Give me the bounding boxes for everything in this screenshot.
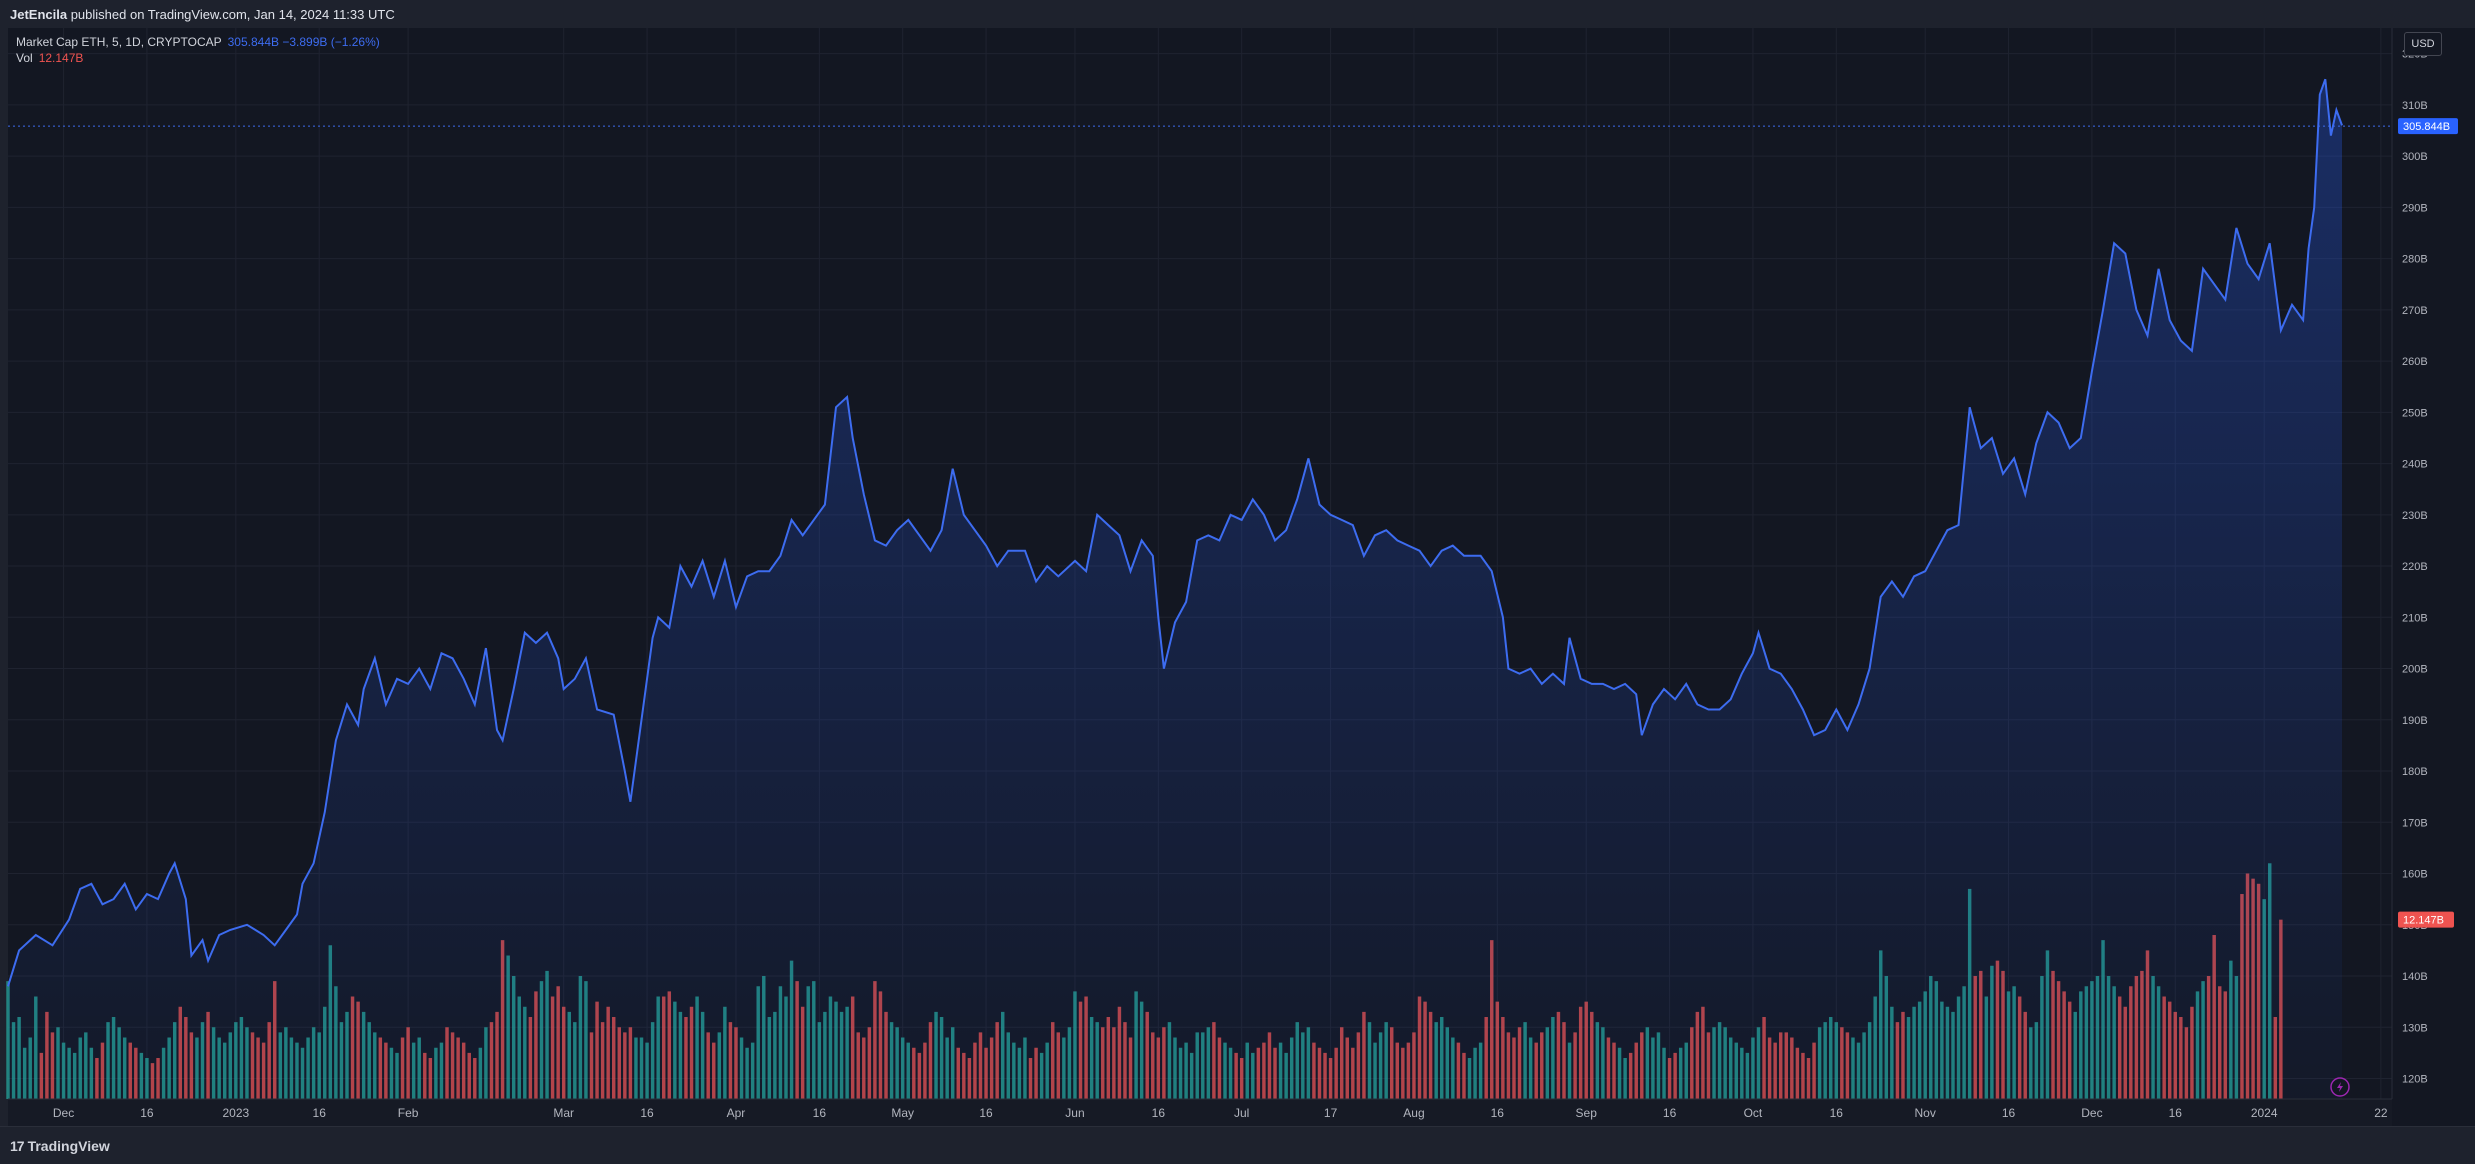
y-tick-label: 270B	[2402, 305, 2428, 317]
footer: 17 TradingView	[0, 1126, 2475, 1164]
y-tick-label: 190B	[2402, 715, 2428, 727]
y-tick-label: 130B	[2402, 1022, 2428, 1034]
y-tick-label: 310B	[2402, 100, 2428, 112]
x-tick-label: Jul	[1234, 1106, 1249, 1120]
legend-volume-row[interactable]: Vol 12.147B	[16, 50, 380, 66]
x-tick-label: 17	[1324, 1106, 1338, 1120]
publish-header: JetEncila published on TradingView.com, …	[0, 0, 2475, 29]
last-volume-tag	[2398, 911, 2454, 928]
y-tick-label: 170B	[2402, 817, 2428, 829]
lightning-icon[interactable]	[2330, 1077, 2350, 1097]
legend-symbol: Market Cap ETH, 5, 1D, CRYPTOCAP	[16, 35, 222, 49]
x-tick-label: Dec	[53, 1106, 74, 1120]
x-tick-label: 16	[1830, 1106, 1844, 1120]
x-tick-label: 16	[313, 1106, 327, 1120]
currency-button[interactable]: USD	[2404, 32, 2442, 56]
x-tick-label: Apr	[727, 1106, 746, 1120]
left-edge	[0, 28, 8, 1126]
price-axis-background	[2392, 28, 2475, 1126]
author-name[interactable]: JetEncila	[10, 7, 68, 22]
y-tick-label: 280B	[2402, 254, 2428, 266]
y-tick-label: 210B	[2402, 612, 2428, 624]
legend-volume-value: 12.147B	[38, 51, 84, 65]
x-tick-label: Nov	[1915, 1106, 1936, 1120]
y-tick-label: 140B	[2402, 971, 2428, 983]
legend-values: 305.844B −3.899B (−1.26%)	[227, 35, 380, 49]
x-tick-label: 16	[1491, 1106, 1505, 1120]
y-tick-label: 260B	[2402, 356, 2428, 368]
y-tick-label: 290B	[2402, 202, 2428, 214]
y-tick-label: 200B	[2402, 664, 2428, 676]
price-chart[interactable]: 120B130B140B150B160B170B180B190B200B210B…	[0, 28, 2475, 1126]
y-tick-label: 220B	[2402, 561, 2428, 573]
x-tick-label: 16	[640, 1106, 654, 1120]
x-tick-label: 16	[140, 1106, 154, 1120]
publish-info: JetEncila published on TradingView.com, …	[10, 7, 395, 22]
y-tick-label: 160B	[2402, 869, 2428, 881]
x-tick-label: Mar	[553, 1106, 574, 1120]
publish-text: published on TradingView.com, Jan 14, 20…	[67, 7, 395, 22]
last-price-tag	[2398, 118, 2458, 135]
price-axis[interactable]: 120B130B140B150B160B170B180B190B200B210B…	[2402, 49, 2428, 1086]
brand-name: TradingView	[27, 1138, 110, 1154]
x-tick-label: 16	[2002, 1106, 2016, 1120]
x-tick-label: Oct	[1744, 1106, 1763, 1120]
legend-main-row[interactable]: Market Cap ETH, 5, 1D, CRYPTOCAP 305.844B…	[16, 34, 380, 50]
x-tick-label: Sep	[1576, 1106, 1598, 1120]
y-tick-label: 230B	[2402, 510, 2428, 522]
x-tick-label: 16	[813, 1106, 827, 1120]
x-tick-label: Dec	[2081, 1106, 2102, 1120]
tradingview-mark-icon: 17	[10, 1138, 25, 1154]
x-tick-label: Aug	[1403, 1106, 1424, 1120]
y-tick-label: 240B	[2402, 459, 2428, 471]
x-tick-label: 16	[1152, 1106, 1166, 1120]
x-tick-label: 2023	[222, 1106, 249, 1120]
x-tick-label: 16	[979, 1106, 993, 1120]
x-tick-label: 16	[2169, 1106, 2183, 1120]
market-cap-line	[7, 78, 2343, 987]
x-tick-label: May	[891, 1106, 914, 1120]
x-tick-label: 2024	[2251, 1106, 2278, 1120]
x-tick-label: 22	[2374, 1106, 2388, 1120]
tradingview-logo[interactable]: 17 TradingView	[10, 1138, 110, 1154]
x-tick-label: Feb	[398, 1106, 419, 1120]
last-price-text: 305.844B	[2403, 121, 2450, 133]
last-volume-label: 12.147B	[2398, 911, 2454, 928]
legend-volume-label: Vol	[16, 51, 33, 65]
y-tick-label: 180B	[2402, 766, 2428, 778]
x-tick-label: Jun	[1065, 1106, 1084, 1120]
y-tick-label: 250B	[2402, 407, 2428, 419]
time-axis[interactable]: Dec 16 2023 16 Feb Mar 16 Apr 16 May 16 Jun 16 Jul 17 A…	[53, 1106, 2388, 1120]
last-volume-text: 12.147B	[2403, 915, 2444, 927]
y-tick-label: 120B	[2402, 1074, 2428, 1086]
market-cap-area	[8, 79, 2342, 1099]
last-price-label: 305.844B	[2398, 118, 2458, 135]
chart-legend: Market Cap ETH, 5, 1D, CRYPTOCAP 305.844B…	[16, 34, 380, 66]
x-tick-label: 16	[1663, 1106, 1677, 1120]
y-tick-label: 300B	[2402, 151, 2428, 163]
